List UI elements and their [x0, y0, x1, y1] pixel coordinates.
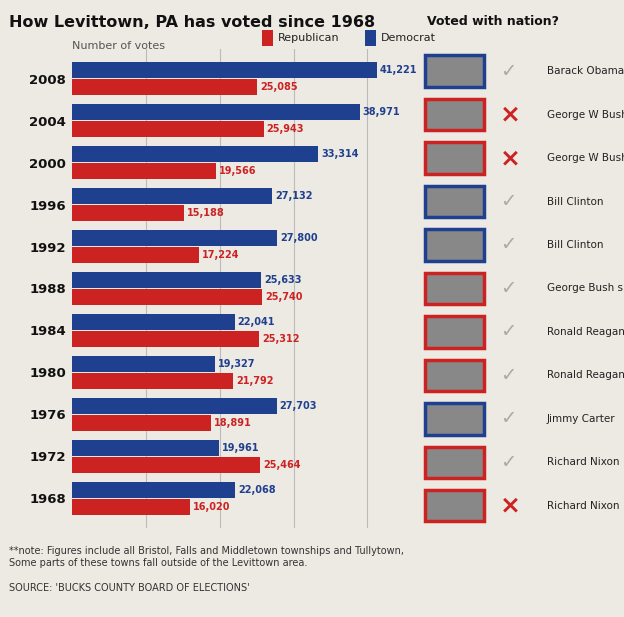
Text: ✓: ✓ [500, 366, 516, 385]
Bar [425, 490, 484, 521]
Text: Democrat: Democrat [381, 33, 436, 43]
Bar [425, 143, 484, 174]
Bar [72, 356, 215, 372]
Text: George Bush snr: George Bush snr [547, 283, 624, 294]
Bar [425, 317, 484, 347]
Bar [72, 440, 219, 456]
Text: Richard Nixon: Richard Nixon [547, 501, 620, 511]
Bar [72, 79, 257, 95]
Bar [72, 331, 259, 347]
Bar [425, 360, 484, 391]
Text: 16,020: 16,020 [193, 502, 231, 511]
Text: Number of votes: Number of votes [72, 41, 165, 51]
Text: 27,800: 27,800 [280, 233, 318, 243]
Bar [72, 289, 262, 305]
Bar [72, 398, 276, 414]
Bar [425, 186, 484, 217]
Bar [425, 230, 484, 260]
Bar [425, 360, 484, 391]
Text: 19,327: 19,327 [218, 359, 255, 369]
Text: 27,132: 27,132 [275, 191, 313, 201]
Bar [72, 373, 233, 389]
Bar [425, 404, 484, 434]
Bar [72, 188, 272, 204]
Text: 22,041: 22,041 [238, 317, 275, 327]
Bar [72, 163, 217, 179]
Text: Bill Clinton: Bill Clinton [547, 196, 603, 207]
Bar [72, 104, 360, 120]
Text: 25,943: 25,943 [266, 124, 304, 134]
Text: 25,085: 25,085 [260, 82, 298, 92]
Text: George W Bush: George W Bush [547, 153, 624, 163]
Bar [72, 272, 261, 288]
Text: ×: × [500, 494, 521, 518]
Text: 15,188: 15,188 [187, 208, 225, 218]
Text: Jimmy Carter: Jimmy Carter [547, 414, 616, 424]
Bar [425, 490, 484, 521]
Text: ✓: ✓ [500, 236, 516, 254]
Text: 18,891: 18,891 [215, 418, 252, 428]
Text: 25,312: 25,312 [262, 334, 300, 344]
Bar [425, 447, 484, 478]
Text: 19,566: 19,566 [220, 166, 257, 176]
Bar [425, 404, 484, 434]
Bar [72, 457, 260, 473]
Text: **note: Figures include all Bristol, Falls and Middletown townships and Tullytow: **note: Figures include all Bristol, Fal… [9, 546, 404, 568]
Bar [72, 482, 235, 498]
Text: Richard Nixon: Richard Nixon [547, 457, 620, 467]
Bar [425, 317, 484, 347]
Bar [72, 247, 199, 263]
Bar [72, 62, 376, 78]
Text: 38,971: 38,971 [363, 107, 401, 117]
Bar [72, 230, 277, 246]
Bar [425, 186, 484, 217]
Text: 22,068: 22,068 [238, 485, 275, 495]
Text: ×: × [500, 146, 521, 170]
Text: 41,221: 41,221 [379, 65, 417, 75]
Text: SOURCE: 'BUCKS COUNTY BOARD OF ELECTIONS': SOURCE: 'BUCKS COUNTY BOARD OF ELECTIONS… [9, 583, 250, 593]
Text: ✓: ✓ [500, 192, 516, 211]
Text: 25,740: 25,740 [265, 292, 303, 302]
Text: 17,224: 17,224 [202, 250, 240, 260]
Bar [425, 447, 484, 478]
Text: 21,792: 21,792 [236, 376, 273, 386]
Text: Barack Obama: Barack Obama [547, 66, 624, 76]
Text: 33,314: 33,314 [321, 149, 359, 159]
Bar [72, 121, 263, 137]
Bar [72, 499, 190, 515]
Text: ✓: ✓ [500, 279, 516, 298]
Bar [425, 56, 484, 87]
Text: ✓: ✓ [500, 453, 516, 472]
Text: ✓: ✓ [500, 323, 516, 341]
Text: Bill Clinton: Bill Clinton [547, 240, 603, 250]
Text: ✓: ✓ [500, 62, 516, 81]
Text: ×: × [500, 102, 521, 126]
Text: 25,633: 25,633 [264, 275, 302, 285]
Bar [72, 314, 235, 330]
Bar [425, 230, 484, 260]
Text: George W Bush: George W Bush [547, 110, 624, 120]
Bar [72, 205, 184, 221]
Text: 19,961: 19,961 [222, 443, 260, 453]
Text: How Levittown, PA has voted since 1968: How Levittown, PA has voted since 1968 [9, 15, 376, 30]
Bar [425, 273, 484, 304]
Text: 25,464: 25,464 [263, 460, 301, 470]
Bar [425, 56, 484, 87]
Bar [425, 273, 484, 304]
Text: Ronald Reagan: Ronald Reagan [547, 370, 624, 381]
Text: Voted with nation?: Voted with nation? [427, 15, 560, 28]
Bar [425, 99, 484, 130]
Text: Republican: Republican [278, 33, 340, 43]
Bar [425, 99, 484, 130]
Bar [425, 143, 484, 174]
Bar [72, 415, 212, 431]
Bar [72, 146, 318, 162]
Text: Ronald Reagan: Ronald Reagan [547, 327, 624, 337]
Text: 27,703: 27,703 [280, 401, 317, 411]
Text: ✓: ✓ [500, 409, 516, 428]
